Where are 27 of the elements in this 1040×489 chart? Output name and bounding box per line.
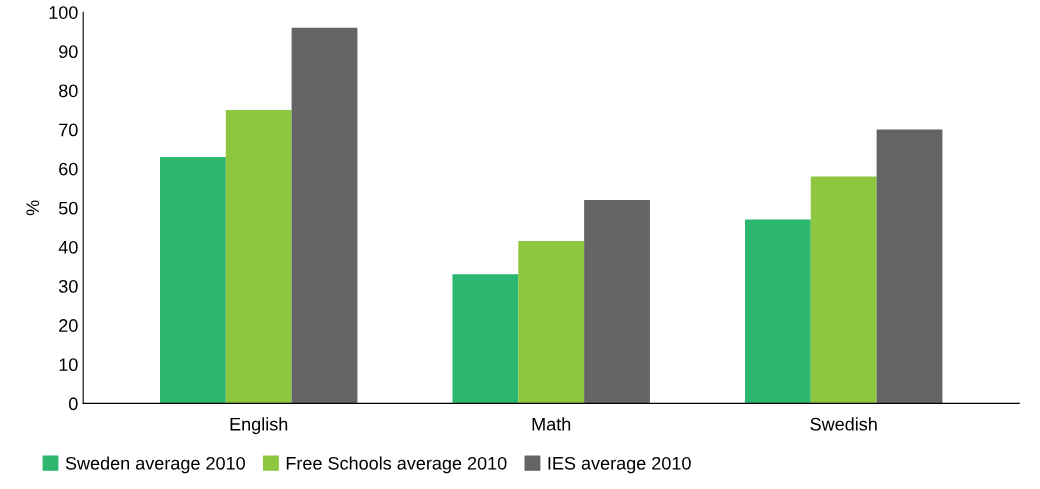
x-tick-label: Math: [532, 417, 571, 431]
y-tick-label: 30: [58, 280, 78, 293]
bar: [291, 27, 358, 404]
x-tick-label: English: [230, 417, 288, 435]
bar: [518, 241, 585, 404]
y-tick-label: 10: [59, 358, 78, 372]
y-tick-label: 90: [59, 45, 78, 59]
y-tick-label: 20: [59, 319, 78, 332]
y-tick-label: 80: [59, 84, 78, 98]
bar: [584, 200, 650, 404]
bar: [744, 219, 811, 404]
legend-label: IES average 2010: [548, 456, 691, 474]
bar: [810, 176, 877, 404]
y-axis-title: %: [26, 200, 40, 216]
legend-label: Free Schools average 2010: [286, 456, 507, 474]
y-tick-label: 70: [59, 123, 78, 137]
y-tick-label: 60: [59, 162, 78, 176]
y-tick-label: 100: [49, 6, 78, 19]
legend-label: Sweden average 2010: [65, 456, 245, 474]
bar: [452, 274, 519, 404]
bar: [225, 110, 292, 404]
y-tick-label: 50: [58, 201, 78, 215]
bar: [159, 156, 226, 404]
y-tick-label: 40: [58, 240, 78, 254]
bar: [876, 129, 943, 404]
y-tick-label: 0: [69, 397, 78, 411]
x-tick-label: Swedish: [810, 417, 877, 431]
